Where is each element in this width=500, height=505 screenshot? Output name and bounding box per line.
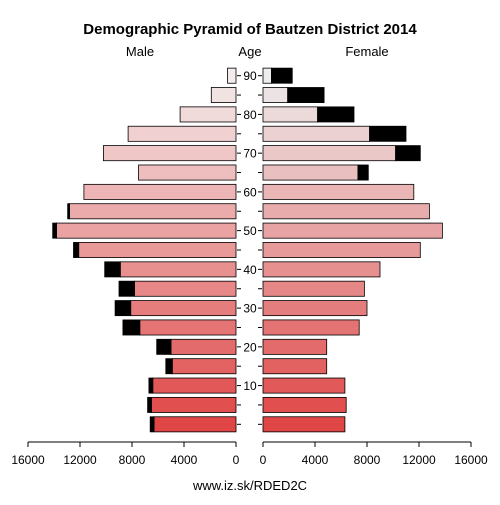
male-bar-65-69 [138, 164, 237, 181]
age-tick-label: 50 [243, 224, 257, 238]
male-label: Male [126, 44, 154, 59]
male-excess-25-29 [122, 319, 141, 336]
male-x-tick-label: 8000 [119, 453, 146, 467]
female-bar-80-84 [262, 106, 318, 123]
male-x-tick-label: 12000 [63, 453, 97, 467]
male-bar-85-89 [210, 87, 237, 104]
female-bar-0-4 [262, 416, 346, 433]
female-bar-30-34 [262, 300, 368, 317]
male-excess-10-14 [148, 377, 154, 394]
female-bar-55-59 [262, 203, 430, 220]
female-excess-85-89 [287, 87, 325, 104]
female-excess-65-69 [357, 164, 369, 181]
age-tick-label: 20 [243, 340, 257, 354]
male-excess-30-34 [114, 300, 132, 317]
age-tick-label: 10 [243, 379, 257, 393]
male-bar-50-54 [56, 222, 237, 239]
male-bar-60-64 [83, 183, 237, 200]
male-excess-50-54 [52, 222, 58, 239]
female-x-tick-label: 8000 [354, 453, 381, 467]
male-bar-0-4 [153, 416, 237, 433]
female-bar-70-74 [262, 145, 397, 162]
female-x-tick-label: 4000 [302, 453, 329, 467]
male-excess-45-49 [73, 242, 80, 258]
male-bar-70-74 [103, 145, 237, 162]
male-excess-0-4 [149, 416, 155, 433]
female-x-tick-label: 0 [260, 453, 267, 467]
source-url: www.iz.sk/RDED2C [192, 478, 307, 493]
female-bars [262, 67, 443, 433]
chart-title: Demographic Pyramid of Bautzen District … [83, 21, 417, 38]
male-bar-5-9 [151, 396, 237, 413]
age-tick-label: 80 [243, 108, 257, 122]
age-tick-label: 70 [243, 147, 257, 161]
female-bar-10-14 [262, 377, 346, 394]
female-x-tick-label: 12000 [402, 453, 436, 467]
male-x-tick-label: 16000 [11, 453, 45, 467]
male-excess-15-19 [165, 358, 173, 375]
male-bar-75-79 [127, 125, 237, 142]
male-bar-30-34 [130, 300, 237, 317]
female-bar-35-39 [262, 280, 365, 297]
female-excess-75-79 [369, 125, 407, 142]
male-bar-90+ [227, 67, 237, 84]
male-bar-35-39 [134, 280, 237, 297]
male-excess-40-44 [104, 261, 121, 278]
female-excess-90+ [271, 67, 293, 84]
axes: 10 20 30 40 50 60 70 80 90 16000 12000 8000 4000 0 0 40… [11, 69, 488, 467]
male-excess-5-9 [147, 396, 152, 413]
female-bar-40-44 [262, 261, 381, 278]
female-bar-85-89 [262, 87, 289, 104]
male-bar-45-49 [78, 242, 237, 258]
male-bar-25-29 [139, 319, 237, 336]
male-bar-40-44 [119, 261, 237, 278]
age-tick-label: 40 [243, 263, 257, 277]
female-bar-75-79 [262, 125, 370, 142]
female-label: Female [345, 44, 388, 59]
age-label: Age [238, 44, 261, 59]
male-bars [52, 67, 237, 433]
male-bar-55-59 [69, 203, 237, 220]
male-bar-15-19 [171, 358, 237, 375]
female-bar-25-29 [262, 319, 360, 336]
female-excess-70-74 [395, 145, 421, 162]
male-bar-20-24 [170, 338, 237, 355]
female-bar-65-69 [262, 164, 359, 181]
female-bar-45-49 [262, 242, 421, 258]
age-tick-label: 90 [243, 69, 257, 83]
male-excess-55-59 [67, 203, 71, 220]
male-excess-35-39 [118, 280, 136, 297]
male-x-tick-label: 4000 [171, 453, 198, 467]
female-bar-20-24 [262, 338, 328, 355]
female-bar-15-19 [262, 358, 328, 375]
female-bar-90+ [262, 67, 272, 84]
age-tick-label: 30 [243, 302, 257, 316]
female-x-tick-label: 16000 [454, 453, 488, 467]
female-excess-80-84 [317, 106, 355, 123]
age-tick-label: 60 [243, 185, 257, 199]
female-bar-5-9 [262, 396, 347, 413]
female-bar-50-54 [262, 222, 443, 239]
male-excess-20-24 [156, 338, 172, 355]
female-bar-60-64 [262, 183, 415, 200]
male-bar-10-14 [152, 377, 237, 394]
male-x-tick-label: 0 [233, 453, 240, 467]
male-bar-80-84 [179, 106, 237, 123]
